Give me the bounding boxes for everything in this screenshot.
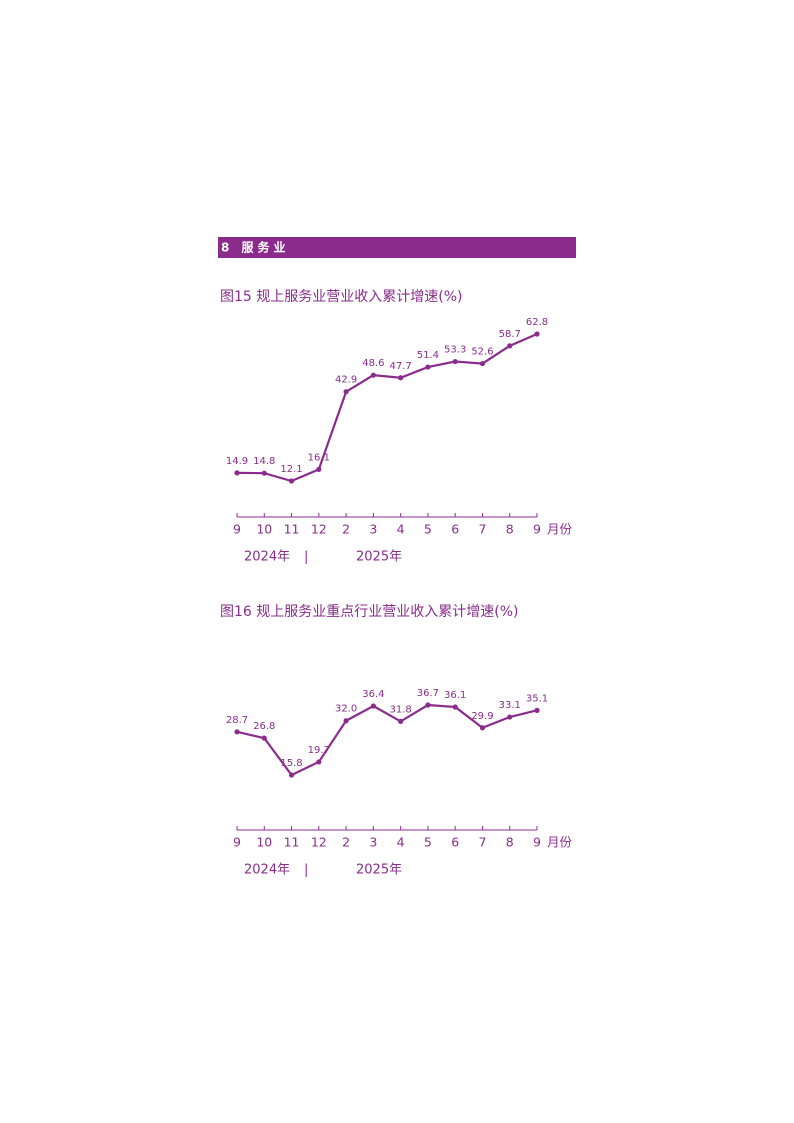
x-tick-label: 3 (369, 522, 377, 537)
data-point (234, 729, 240, 735)
data-label: 42.9 (335, 375, 357, 386)
data-label: 31.8 (390, 704, 412, 715)
data-point (398, 375, 404, 381)
data-label: 16.1 (308, 452, 330, 463)
data-label: 26.8 (253, 721, 275, 732)
data-label: 19.7 (308, 745, 330, 756)
year-label: 2025年 (356, 863, 402, 878)
x-tick-label: 7 (478, 835, 486, 850)
year-label: 2024年 (244, 863, 290, 878)
x-tick-label: 11 (284, 835, 300, 850)
x-axis-unit: 月份 (547, 522, 573, 537)
data-point (479, 725, 486, 731)
x-axis-unit: 月份 (547, 835, 573, 850)
data-label: 33.1 (499, 700, 521, 711)
data-label: 62.8 (526, 317, 548, 328)
data-label: 36.7 (417, 688, 439, 699)
data-point (370, 703, 376, 709)
data-label: 52.6 (471, 347, 493, 358)
section-header: 8 服务业 (221, 240, 290, 255)
year-label: 2024年 (244, 550, 290, 565)
data-label: 35.1 (526, 693, 548, 704)
x-tick-label: 8 (506, 522, 514, 537)
x-tick-label: 6 (451, 522, 459, 537)
data-point (507, 343, 513, 349)
x-tick-label: 2 (342, 835, 350, 850)
data-label: 12.1 (280, 464, 302, 475)
data-label: 36.4 (362, 689, 384, 700)
data-line (236, 703, 538, 777)
x-tick-label: 5 (424, 522, 432, 537)
data-point (316, 466, 322, 473)
data-label: 29.9 (471, 711, 493, 722)
x-tick-label: 2 (342, 522, 350, 537)
data-point (398, 718, 404, 725)
x-tick-label: 12 (311, 522, 327, 537)
x-tick-label: 7 (478, 522, 486, 537)
data-point (261, 470, 267, 476)
data-label: 58.7 (499, 329, 521, 340)
data-label: 51.4 (417, 350, 439, 361)
data-point (288, 478, 295, 484)
data-label: 14.8 (253, 456, 275, 467)
x-tick-label: 9 (533, 522, 541, 537)
x-tick-label: 4 (397, 835, 405, 850)
chart-title: 图15 规上服务业营业收入累计增速(%) (220, 289, 463, 305)
data-point (316, 759, 322, 765)
data-point (261, 735, 267, 741)
x-tick-label: 12 (311, 835, 327, 850)
data-line (236, 332, 538, 483)
data-label: 36.1 (444, 690, 466, 701)
chart-title: 图16 规上服务业重点行业营业收入累计增速(%) (220, 604, 519, 620)
year-label: 2025年 (356, 550, 402, 565)
x-tick-label: 9 (533, 835, 541, 850)
data-point (343, 389, 349, 395)
data-point (288, 772, 295, 778)
data-label: 28.7 (226, 715, 248, 726)
x-tick-label: 4 (397, 522, 405, 537)
data-label: 53.3 (444, 345, 466, 356)
data-point (370, 372, 376, 378)
data-point (534, 707, 540, 713)
x-tick-label: 5 (424, 835, 432, 850)
data-point (425, 364, 431, 370)
data-point (343, 718, 349, 724)
data-point (425, 702, 431, 708)
data-label: 48.6 (362, 358, 384, 369)
data-label: 15.8 (280, 758, 302, 769)
data-point (452, 358, 458, 365)
x-tick-label: 10 (256, 835, 272, 850)
data-label: 47.7 (390, 361, 412, 372)
x-tick-label: 8 (506, 835, 514, 850)
data-point (534, 331, 540, 337)
x-tick-label: 10 (256, 522, 272, 537)
year-label: | (304, 863, 308, 878)
year-label: | (304, 550, 308, 565)
data-point (452, 704, 458, 710)
data-label: 14.9 (226, 456, 248, 467)
data-point (234, 470, 240, 476)
x-tick-label: 9 (233, 522, 241, 537)
data-label: 32.0 (335, 704, 357, 715)
x-tick-label: 11 (284, 522, 300, 537)
data-point (507, 714, 513, 720)
x-tick-label: 6 (451, 835, 459, 850)
x-tick-label: 3 (369, 835, 377, 850)
data-point (479, 360, 486, 367)
x-tick-label: 9 (233, 835, 241, 850)
section-bar (218, 237, 576, 258)
